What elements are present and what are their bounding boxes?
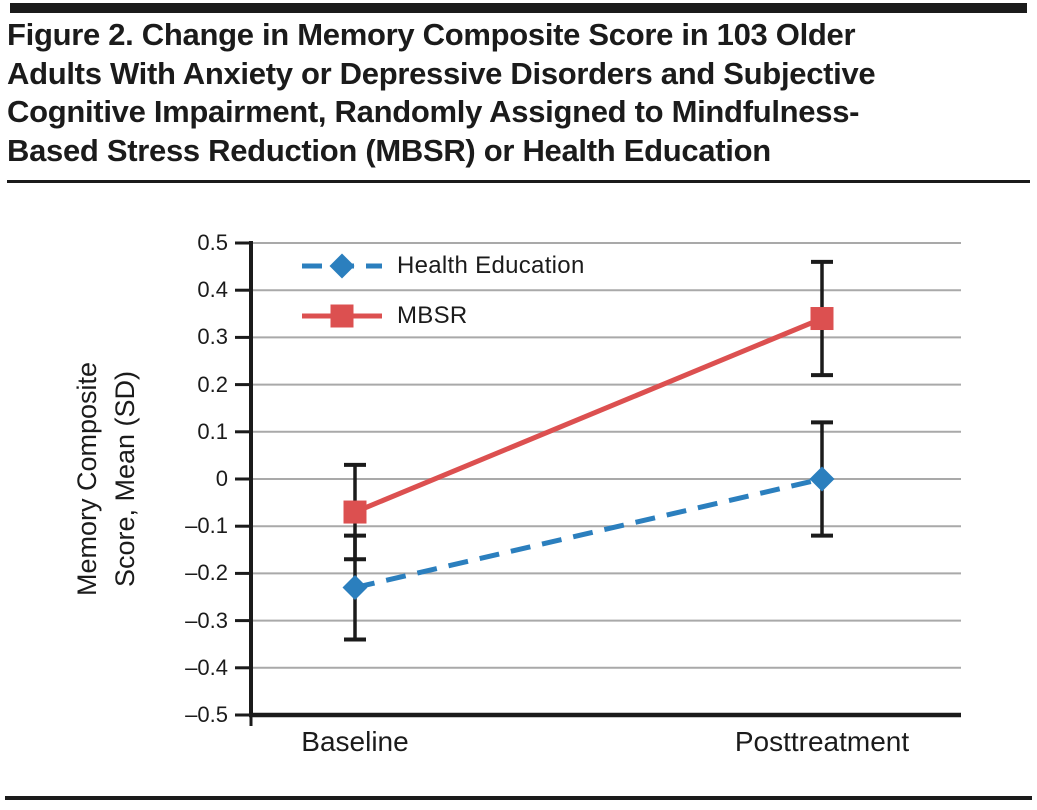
y-tick-label: –0.3 <box>185 608 228 633</box>
marker-square <box>810 307 834 331</box>
y-tick-label: 0.5 <box>197 230 228 255</box>
legend-label-mbsr: MBSR <box>397 302 468 329</box>
x-tick-label-posttreatment: Posttreatment <box>734 726 910 757</box>
top-rule <box>10 3 1027 13</box>
legend-diamond-marker <box>329 253 355 279</box>
legend-item-mbsr: MBSR <box>300 291 585 341</box>
legend-square-marker <box>330 304 354 328</box>
y-tick-label: –0.1 <box>185 513 228 538</box>
y-tick-label: 0.3 <box>197 324 228 349</box>
y-tick-label: –0.5 <box>185 702 228 727</box>
marker-diamond <box>809 466 835 492</box>
marker-square <box>343 500 367 524</box>
series-line-health-education <box>354 476 823 590</box>
series-line-mbsr <box>354 316 823 515</box>
y-tick-label: 0.1 <box>197 419 228 444</box>
marker-diamond <box>342 575 368 601</box>
legend-item-health-education: Health Education <box>300 241 585 291</box>
y-tick-label: 0 <box>215 466 228 491</box>
legend-sample-dashed-line <box>302 253 382 279</box>
title-rule <box>7 180 1030 183</box>
legend-label-health-education: Health Education <box>397 252 585 279</box>
y-tick-label: –0.2 <box>185 560 228 585</box>
legend-sample-solid-line <box>302 304 382 328</box>
figure-title: Figure 2. Change in Memory Composite Sco… <box>7 17 876 168</box>
y-tick-label: –0.4 <box>185 655 228 680</box>
bottom-rule <box>5 796 1032 800</box>
y-tick-label: 0.4 <box>197 277 228 302</box>
y-tick-label: 0.2 <box>197 372 228 397</box>
legend: Health Education MBSR <box>300 241 585 341</box>
x-tick-label-baseline: Baseline <box>301 726 409 757</box>
